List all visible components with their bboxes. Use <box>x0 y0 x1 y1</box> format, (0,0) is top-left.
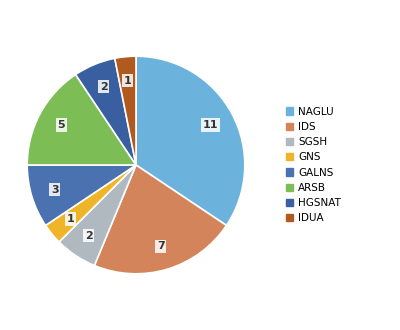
Wedge shape <box>27 75 136 165</box>
Text: 7: 7 <box>157 241 164 251</box>
Wedge shape <box>76 58 136 165</box>
Text: 1: 1 <box>66 214 74 224</box>
Wedge shape <box>59 165 136 266</box>
Text: 2: 2 <box>100 82 107 92</box>
Text: 5: 5 <box>57 120 65 130</box>
Legend: NAGLU, IDS, SGSH, GNS, GALNS, ARSB, HGSNAT, IDUA: NAGLU, IDS, SGSH, GNS, GALNS, ARSB, HGSN… <box>283 104 344 226</box>
Wedge shape <box>136 56 245 225</box>
Text: 11: 11 <box>203 120 218 130</box>
Text: 1: 1 <box>124 76 132 85</box>
Text: 3: 3 <box>51 184 59 195</box>
Text: 2: 2 <box>85 231 93 241</box>
Wedge shape <box>27 165 136 225</box>
Wedge shape <box>94 165 226 274</box>
Wedge shape <box>46 165 136 242</box>
Wedge shape <box>115 56 136 165</box>
